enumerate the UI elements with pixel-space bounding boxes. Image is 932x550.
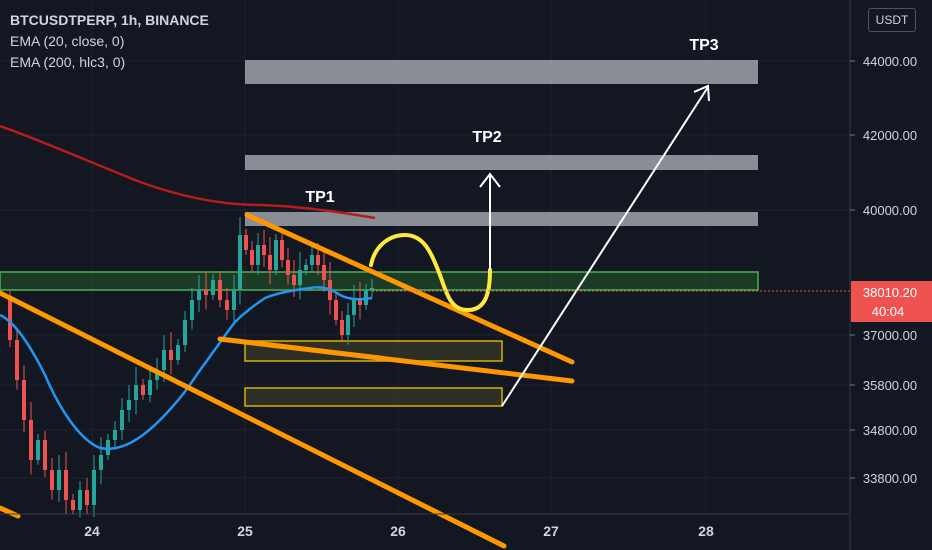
candle — [304, 259, 308, 275]
channel-lower — [0, 505, 21, 519]
candle — [176, 339, 180, 365]
candle — [280, 231, 284, 268]
candle — [298, 252, 302, 300]
candle — [50, 458, 54, 500]
x-tick-label: 27 — [543, 523, 559, 539]
symbol-title[interactable]: BTCUSDTPERP, 1h, BINANCE — [10, 12, 209, 28]
zones — [0, 60, 759, 407]
ema20-line — [0, 286, 373, 450]
candle — [322, 250, 326, 292]
x-tick-label: 28 — [698, 523, 714, 539]
candle — [274, 234, 278, 275]
candle — [244, 229, 248, 255]
candle — [99, 437, 103, 485]
candle — [120, 398, 124, 440]
candle — [286, 248, 290, 285]
candle — [92, 455, 96, 517]
y-tick-label: 40000.00 — [863, 203, 917, 218]
candle — [36, 434, 40, 465]
candle — [190, 288, 194, 330]
candle — [183, 311, 187, 353]
y-tick-label: 37000.00 — [863, 328, 917, 343]
ema20-legend[interactable]: EMA (20, close, 0) — [10, 33, 125, 49]
candle — [43, 431, 47, 478]
candle — [346, 303, 350, 345]
candle — [204, 272, 208, 310]
chart-legend: BTCUSDTPERP, 1h, BINANCE EMA (20, close,… — [10, 10, 209, 73]
tp3-label: TP3 — [689, 37, 718, 54]
y-tick-label: 42000.00 — [863, 128, 917, 143]
candle — [268, 237, 272, 285]
trendlines — [0, 212, 575, 549]
y-tick-label: 34800.00 — [863, 423, 917, 438]
candle — [22, 365, 26, 432]
candle — [141, 379, 145, 400]
candle — [211, 274, 215, 300]
last-price-badge — [851, 281, 932, 322]
bar-countdown: 40:04 — [872, 304, 905, 319]
tp3-zone — [245, 60, 758, 84]
tp2-zone — [245, 155, 758, 170]
candle — [197, 275, 201, 312]
candle — [113, 421, 117, 448]
candle — [262, 230, 266, 267]
candle — [218, 271, 222, 308]
candle — [71, 494, 75, 515]
candle — [127, 385, 131, 422]
tp2-label: TP2 — [472, 129, 501, 146]
candle — [225, 288, 229, 320]
candle — [250, 241, 254, 273]
channel-upper — [0, 290, 507, 549]
candle — [364, 284, 368, 310]
candle — [29, 402, 33, 475]
ema200-legend[interactable]: EMA (200, hlc3, 0) — [10, 54, 126, 70]
candle — [370, 279, 374, 298]
last-price: 38010.20 — [863, 285, 917, 300]
y-tick-label: 35800.00 — [863, 378, 917, 393]
x-tick-label: 26 — [390, 523, 406, 539]
projection-sketch — [369, 232, 492, 313]
candle — [352, 285, 356, 327]
candle — [15, 328, 19, 390]
tp1-label: TP1 — [305, 189, 334, 206]
tp1-zone — [245, 212, 758, 226]
candle — [85, 478, 89, 515]
candle — [232, 275, 236, 322]
candle — [310, 246, 314, 273]
demand-zone-1 — [244, 340, 503, 362]
candle — [340, 311, 344, 343]
candle — [78, 481, 82, 518]
tp2-arrow — [479, 172, 501, 270]
y-tick-label: 44000.00 — [863, 54, 917, 69]
ema200-line — [0, 124, 376, 220]
descending-resistance — [244, 212, 575, 365]
candle — [334, 294, 338, 325]
y-tick-label: 33800.00 — [863, 471, 917, 486]
candle — [64, 452, 68, 515]
candle — [169, 332, 173, 375]
candle — [256, 233, 260, 275]
wedge-support — [217, 336, 575, 384]
candle — [134, 367, 138, 415]
candle — [358, 282, 362, 320]
candle — [238, 217, 242, 305]
currency-button[interactable]: USDT — [868, 8, 916, 32]
price-scale — [850, 0, 932, 550]
tp3-arrow — [501, 84, 710, 407]
candle — [57, 455, 61, 502]
demand-zone-2 — [244, 387, 503, 407]
x-tick-label: 25 — [237, 523, 253, 539]
x-tick-label: 24 — [84, 523, 100, 539]
grid — [0, 0, 850, 514]
candle — [148, 371, 152, 403]
